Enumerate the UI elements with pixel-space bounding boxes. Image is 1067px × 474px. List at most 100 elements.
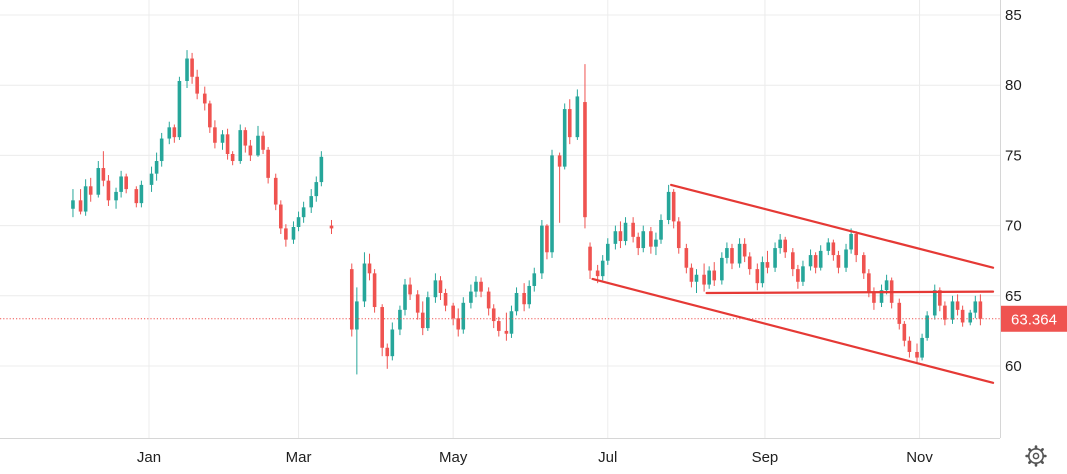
candle[interactable] xyxy=(641,225,646,253)
candle[interactable] xyxy=(159,132,164,167)
candle[interactable] xyxy=(78,189,83,215)
candle[interactable] xyxy=(600,255,605,281)
candle[interactable] xyxy=(666,184,671,225)
candle[interactable] xyxy=(813,252,818,274)
candle[interactable] xyxy=(329,219,334,235)
candle[interactable] xyxy=(778,234,782,254)
candle[interactable] xyxy=(968,309,973,326)
candle[interactable] xyxy=(372,269,377,313)
candle[interactable] xyxy=(248,139,253,162)
candle[interactable] xyxy=(950,295,955,324)
candles[interactable] xyxy=(71,50,983,375)
candle[interactable] xyxy=(451,302,455,326)
candle[interactable] xyxy=(220,130,225,150)
candle[interactable] xyxy=(284,224,288,247)
candle[interactable] xyxy=(243,127,248,153)
candle[interactable] xyxy=(114,187,118,209)
candle[interactable] xyxy=(849,228,853,254)
candle[interactable] xyxy=(355,287,359,375)
candle[interactable] xyxy=(631,217,635,243)
candle[interactable] xyxy=(550,149,554,258)
candle[interactable] xyxy=(527,280,532,309)
candle[interactable] xyxy=(960,305,965,327)
trendlines[interactable] xyxy=(591,183,995,384)
candle[interactable] xyxy=(897,298,902,330)
candle[interactable] xyxy=(291,221,296,244)
candle[interactable] xyxy=(649,227,653,254)
candle[interactable] xyxy=(83,179,88,216)
candle[interactable] xyxy=(707,266,711,289)
trendline-1[interactable] xyxy=(670,183,995,269)
candle[interactable] xyxy=(185,50,189,89)
candle[interactable] xyxy=(420,301,425,336)
candle[interactable] xyxy=(920,333,924,361)
candle[interactable] xyxy=(438,276,443,301)
candle[interactable] xyxy=(567,99,572,145)
candle[interactable] xyxy=(879,284,884,308)
candle[interactable] xyxy=(796,264,800,289)
candle[interactable] xyxy=(623,217,628,246)
candle[interactable] xyxy=(202,86,207,111)
candle[interactable] xyxy=(907,336,912,358)
candle[interactable] xyxy=(309,189,314,213)
candle[interactable] xyxy=(256,125,260,157)
gear-icon[interactable] xyxy=(1025,445,1047,467)
candle[interactable] xyxy=(469,284,473,309)
candle[interactable] xyxy=(461,297,466,334)
candle[interactable] xyxy=(861,252,866,279)
candle[interactable] xyxy=(955,294,960,316)
candle[interactable] xyxy=(694,269,699,293)
trendline-3[interactable] xyxy=(705,290,995,295)
candle[interactable] xyxy=(398,305,402,336)
candle[interactable] xyxy=(273,173,278,211)
candle[interactable] xyxy=(973,295,978,319)
candle[interactable] xyxy=(588,242,592,279)
candle[interactable] xyxy=(818,245,823,271)
candle[interactable] xyxy=(177,76,182,140)
candle[interactable] xyxy=(479,277,483,298)
candle[interactable] xyxy=(702,263,706,292)
candle[interactable] xyxy=(654,232,658,256)
candle[interactable] xyxy=(575,89,580,140)
candle[interactable] xyxy=(433,273,438,303)
candle[interactable] xyxy=(826,238,831,256)
candle[interactable] xyxy=(134,186,139,208)
trendline-2[interactable] xyxy=(591,277,995,384)
candle[interactable] xyxy=(88,177,93,202)
candle[interactable] xyxy=(747,252,752,275)
candle[interactable] xyxy=(403,278,407,316)
candle[interactable] xyxy=(514,287,519,316)
candle[interactable] xyxy=(208,100,212,133)
candle[interactable] xyxy=(583,64,587,229)
candle[interactable] xyxy=(925,311,929,341)
candle[interactable] xyxy=(349,263,354,337)
candle[interactable] xyxy=(932,284,937,320)
candle[interactable] xyxy=(167,121,172,145)
candle[interactable] xyxy=(613,225,618,250)
candle[interactable] xyxy=(730,243,734,270)
candle[interactable] xyxy=(261,131,265,154)
candle[interactable] xyxy=(149,166,154,192)
candle[interactable] xyxy=(509,305,514,338)
candle[interactable] xyxy=(605,238,610,265)
candle[interactable] xyxy=(71,189,75,218)
candle[interactable] xyxy=(522,283,526,312)
candle[interactable] xyxy=(902,321,907,347)
candle[interactable] xyxy=(279,200,283,235)
candle[interactable] xyxy=(362,252,367,308)
candle[interactable] xyxy=(101,151,106,187)
candle[interactable] xyxy=(456,308,461,337)
candle[interactable] xyxy=(742,238,747,263)
candle[interactable] xyxy=(755,263,760,291)
candle[interactable] xyxy=(154,152,159,181)
candle[interactable] xyxy=(872,287,876,310)
candle[interactable] xyxy=(367,253,372,281)
candle[interactable] xyxy=(737,238,742,268)
candle[interactable] xyxy=(791,248,795,277)
candle[interactable] xyxy=(760,256,765,288)
candle[interactable] xyxy=(978,294,983,326)
candle[interactable] xyxy=(238,124,243,164)
candle[interactable] xyxy=(474,276,478,298)
candle[interactable] xyxy=(676,217,681,254)
